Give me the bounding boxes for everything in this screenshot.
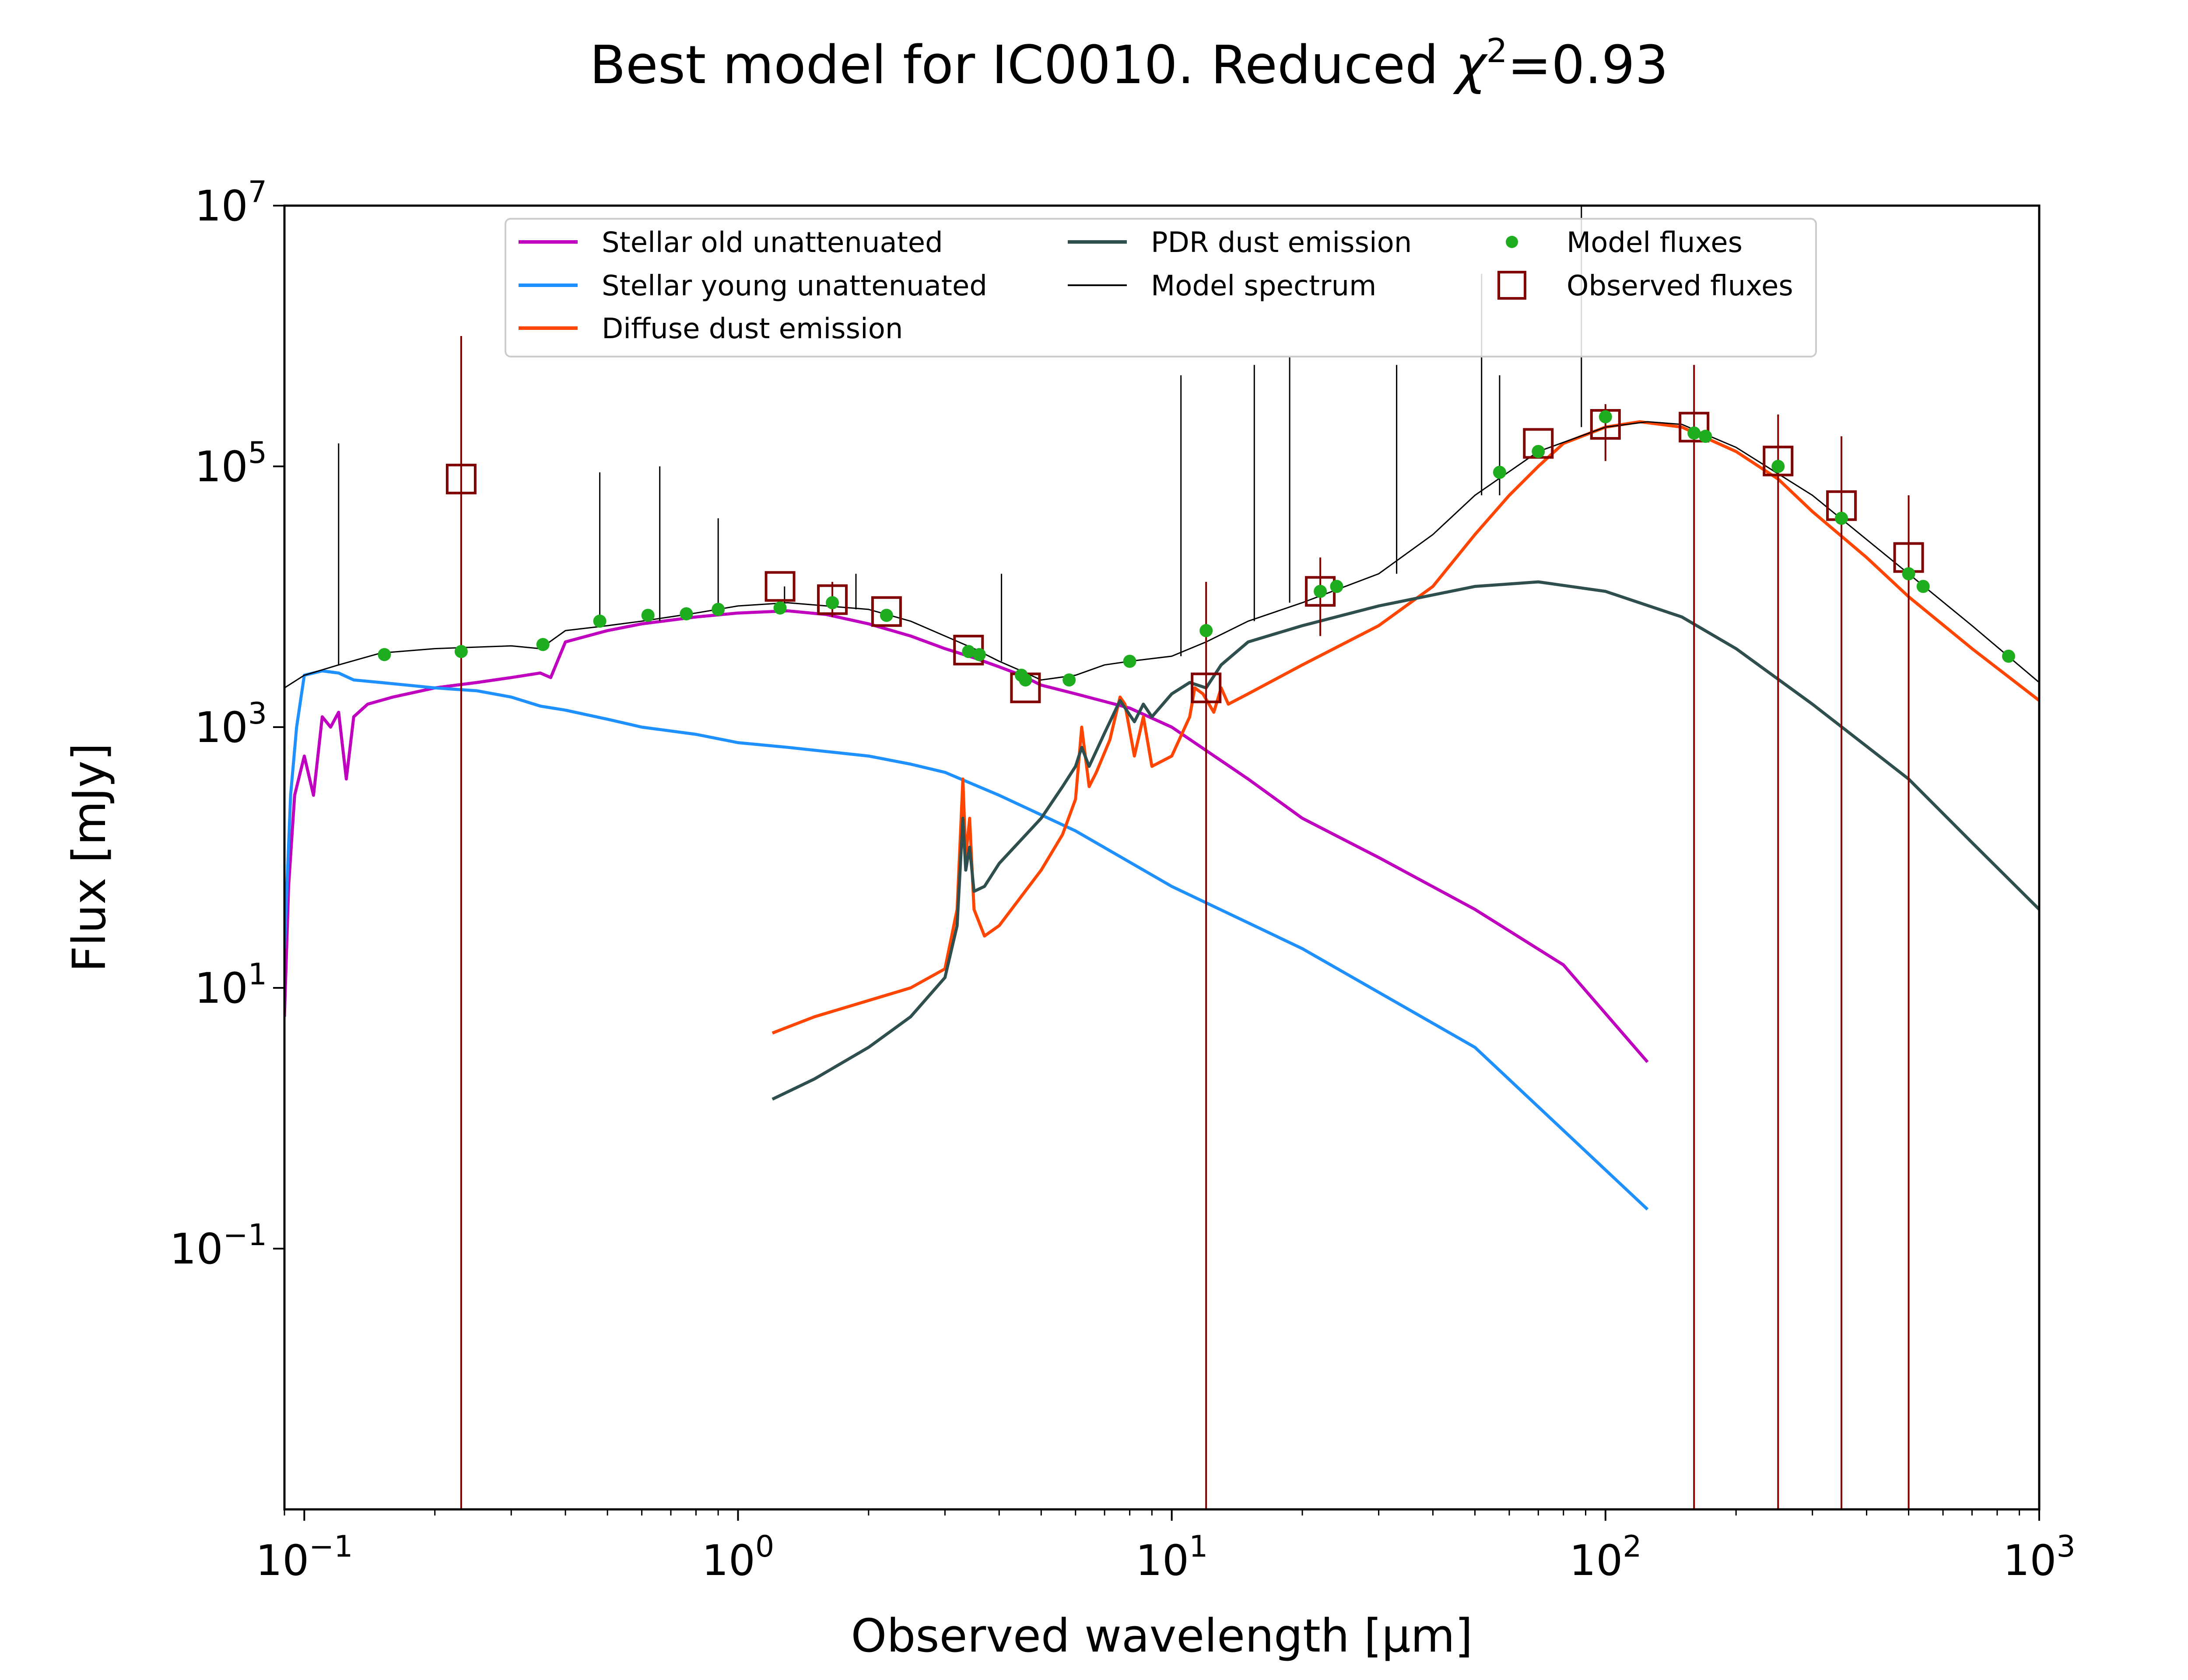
chart-title-tail: =0.93 xyxy=(1508,35,1669,96)
model-flux-point-10 xyxy=(962,645,975,658)
x-tick-label-2: 101 xyxy=(1136,1530,1208,1585)
y-tick-label-3: 105 xyxy=(195,436,267,491)
model-flux-point-8 xyxy=(826,596,839,609)
model-flux-point-21 xyxy=(1599,410,1612,424)
x-tick-label-3: 102 xyxy=(1569,1530,1641,1585)
legend: Stellar old unattenuated Stellar young u… xyxy=(505,218,1817,357)
y-tick-label-2: 103 xyxy=(195,696,267,752)
y-tick-label-0: 10−1 xyxy=(170,1218,267,1274)
legend-label-model-fluxes: Model fluxes xyxy=(1567,227,1743,259)
legend-label-stellar-old: Stellar old unattenuated xyxy=(602,227,943,259)
model-flux-point-16 xyxy=(1199,624,1213,637)
model-flux-point-2 xyxy=(536,638,550,651)
x-tick-label-1: 100 xyxy=(702,1530,774,1585)
model-flux-point-3 xyxy=(593,614,607,628)
model-flux-point-25 xyxy=(1835,511,1848,525)
plot-area xyxy=(284,206,2039,1509)
legend-marker-observed-fluxes xyxy=(1497,271,1526,300)
plot-frame xyxy=(283,204,2041,1511)
legend-box xyxy=(505,218,1817,357)
model-flux-point-24 xyxy=(1771,460,1785,473)
model-flux-point-11 xyxy=(972,648,986,662)
series-line-stellar-young-unattenuated xyxy=(284,669,1649,1211)
model-flux-point-18 xyxy=(1330,580,1343,593)
y-tick-label-4: 107 xyxy=(195,175,267,231)
legend-label-pdr-dust: PDR dust emission xyxy=(1151,227,1412,259)
x-tick-label-4: 103 xyxy=(2003,1530,2075,1585)
model-flux-point-15 xyxy=(1123,654,1136,668)
x-tick-label-0: 10−1 xyxy=(256,1530,353,1585)
model-flux-point-20 xyxy=(1532,445,1545,458)
legend-label-observed-fluxes: Observed fluxes xyxy=(1567,270,1793,302)
model-flux-point-5 xyxy=(680,607,693,620)
y-tick-label-1: 101 xyxy=(195,957,267,1013)
observed-flux-point-11 xyxy=(1763,445,1794,476)
model-flux-point-22 xyxy=(1687,426,1701,440)
model-flux-point-9 xyxy=(880,609,893,622)
legend-label-model-spectrum: Model spectrum xyxy=(1151,270,1376,302)
chart-title: Best model for IC0010. Reduced χ2=0.93 xyxy=(590,31,1669,96)
model-flux-point-7 xyxy=(773,601,787,615)
model-flux-point-0 xyxy=(378,648,391,662)
observed-flux-point-3 xyxy=(871,596,902,627)
series-line-pdr-dust-emission xyxy=(771,580,2039,1101)
chart-title-chi: χ xyxy=(1452,35,1488,96)
observed-flux-point-2 xyxy=(817,584,848,615)
model-flux-point-17 xyxy=(1314,584,1327,598)
model-flux-point-28 xyxy=(2002,649,2015,663)
chart-title-main: Best model for IC0010. Reduced xyxy=(590,35,1455,96)
model-flux-point-27 xyxy=(1916,580,1930,593)
legend-label-stellar-young: Stellar young unattenuated xyxy=(602,270,987,302)
legend-label-diffuse-dust: Diffuse dust emission xyxy=(602,313,903,345)
chart-title-exp: 2 xyxy=(1486,31,1507,70)
model-flux-point-13 xyxy=(1019,673,1032,687)
model-flux-point-1 xyxy=(454,645,468,658)
model-flux-point-23 xyxy=(1699,430,1712,443)
x-axis-label: Observed wavelength [μm] xyxy=(851,1609,1473,1662)
model-flux-point-14 xyxy=(1062,673,1076,687)
model-flux-point-26 xyxy=(1902,567,1915,581)
model-flux-point-6 xyxy=(712,602,725,616)
y-axis-label: Flux [mJy] xyxy=(63,743,116,972)
series-line-diffuse-dust-emission xyxy=(771,420,2039,1035)
model-flux-point-4 xyxy=(641,609,655,622)
legend-marker-model-fluxes xyxy=(1506,236,1518,248)
model-flux-point-19 xyxy=(1493,466,1506,479)
observed-flux-point-0 xyxy=(445,463,477,494)
observed-flux-point-6 xyxy=(1191,672,1222,704)
observed-flux-point-1 xyxy=(764,571,796,602)
series-line-model-spectrum xyxy=(284,421,2039,689)
observed-flux-point-10 xyxy=(1679,412,1710,443)
